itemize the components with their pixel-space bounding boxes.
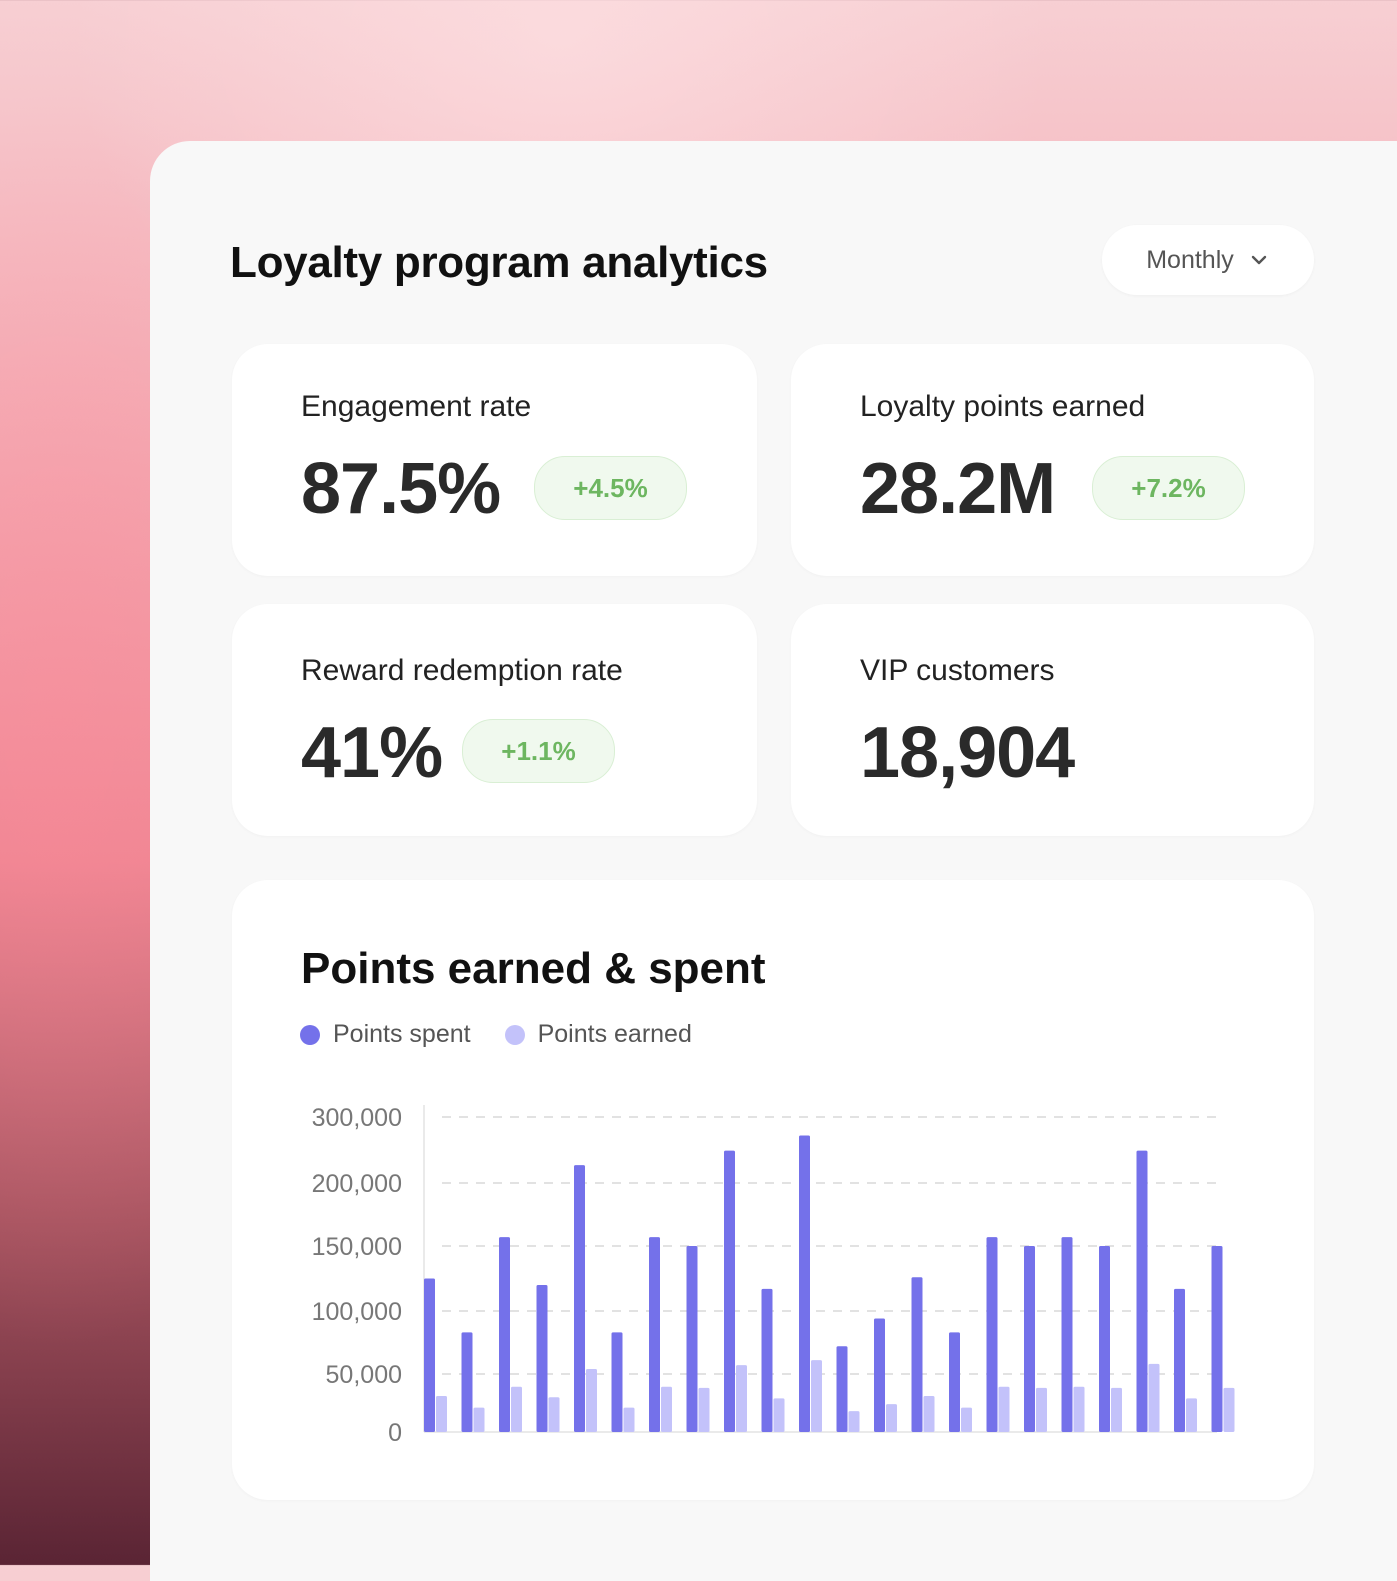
bar-points-earned [548,1397,560,1432]
bar-points-earned [586,1368,597,1432]
chart-title: Points earned & spent [301,944,766,993]
bar-points-spent [611,1332,623,1432]
legend-item-points-earned: Points earned [504,1020,692,1049]
bar-points-spent [874,1318,885,1432]
bar-points-earned [436,1396,447,1432]
bar-points-spent [949,1332,960,1432]
metric-value: 41% [301,713,443,793]
bar-points-earned [1186,1398,1197,1432]
bar-points-spent [911,1277,923,1432]
bar-points-earned [886,1404,897,1432]
legend-swatch-points-earned [504,1024,525,1045]
change-badge: +4.5% [534,456,687,520]
change-badge: +1.1% [462,719,615,783]
bar-points-earned [1073,1386,1085,1432]
chart-legend: Points spent Points earned [300,1020,692,1049]
change-badge: +7.2% [1092,456,1245,520]
chevron-down-icon [1251,255,1266,265]
bar-points-spent [1099,1246,1110,1432]
metric-card-engagement-rate: Engagement rate 87.5% +4.5% [232,344,757,576]
bar-points-spent [724,1150,735,1432]
points-chart-card: Points earned & spent Points spent Point… [232,880,1314,1500]
y-tick-label: 50,000 [326,1361,402,1389]
y-tick-label: 300,000 [312,1104,402,1132]
period-dropdown[interactable]: Monthly [1102,225,1314,295]
bar-points-spent [761,1288,773,1432]
metric-value: 87.5% [301,449,501,529]
bar-points-earned [961,1407,972,1432]
y-tick-label: 0 [388,1419,402,1447]
metric-card-reward-redemption-rate: Reward redemption rate 41% +1.1% [232,604,757,836]
bar-points-spent [686,1246,698,1432]
metric-label: Engagement rate [301,390,532,423]
y-tick-label: 100,000 [312,1298,402,1326]
bar-points-earned [1036,1387,1047,1432]
bar-points-earned [923,1396,935,1432]
metric-card-loyalty-points-earned: Loyalty points earned 28.2M +7.2% [791,344,1314,576]
metric-label: VIP customers [860,654,1055,687]
y-tick-label: 200,000 [312,1170,402,1198]
bar-points-earned [661,1386,672,1432]
bar-chart: 0 50,000 100,000 150,000 200,000 300,000 [312,1104,1235,1447]
bar-points-earned [623,1407,635,1432]
bar-points-earned [998,1386,1010,1432]
bar-points-spent [461,1332,473,1432]
bar-points-earned [1148,1363,1160,1432]
bar-points-earned [511,1386,522,1432]
bar-points-earned [848,1411,860,1432]
bar-points-earned [1111,1387,1122,1432]
bar-points-spent [986,1237,998,1432]
bar-points-spent [1061,1237,1073,1432]
legend-swatch-points-spent [300,1024,320,1045]
bar-points-earned [473,1407,485,1432]
metric-card-vip-customers: VIP customers 18,904 [791,604,1314,836]
bar-points-spent [1211,1246,1223,1432]
metric-value: 18,904 [860,713,1075,793]
bar-points-earned [1223,1387,1235,1432]
bar-points-spent [1136,1150,1148,1432]
legend-label: Points earned [537,1020,692,1048]
bar-points-spent [799,1135,810,1432]
bar-points-earned [736,1365,747,1432]
y-tick-label: 150,000 [312,1233,402,1261]
metric-label: Reward redemption rate [301,654,623,687]
bar-points-spent [499,1237,510,1432]
bar-points-spent [649,1237,660,1432]
bar-points-earned [773,1398,785,1432]
bar-points-spent [574,1165,585,1432]
metric-value: 28.2M [860,449,1056,529]
bar-points-spent [536,1285,548,1432]
metric-label: Loyalty points earned [860,390,1146,423]
bar-points-earned [811,1360,822,1432]
period-dropdown-label: Monthly [1146,245,1234,274]
bar-points-spent [836,1346,848,1432]
legend-item-points-spent: Points spent [300,1020,471,1049]
bar-points-spent [424,1278,435,1432]
bar-points-earned [698,1387,710,1432]
page-title: Loyalty program analytics [230,238,768,287]
bar-points-spent [1024,1246,1035,1432]
legend-label: Points spent [333,1020,471,1048]
bar-points-spent [1174,1288,1185,1432]
